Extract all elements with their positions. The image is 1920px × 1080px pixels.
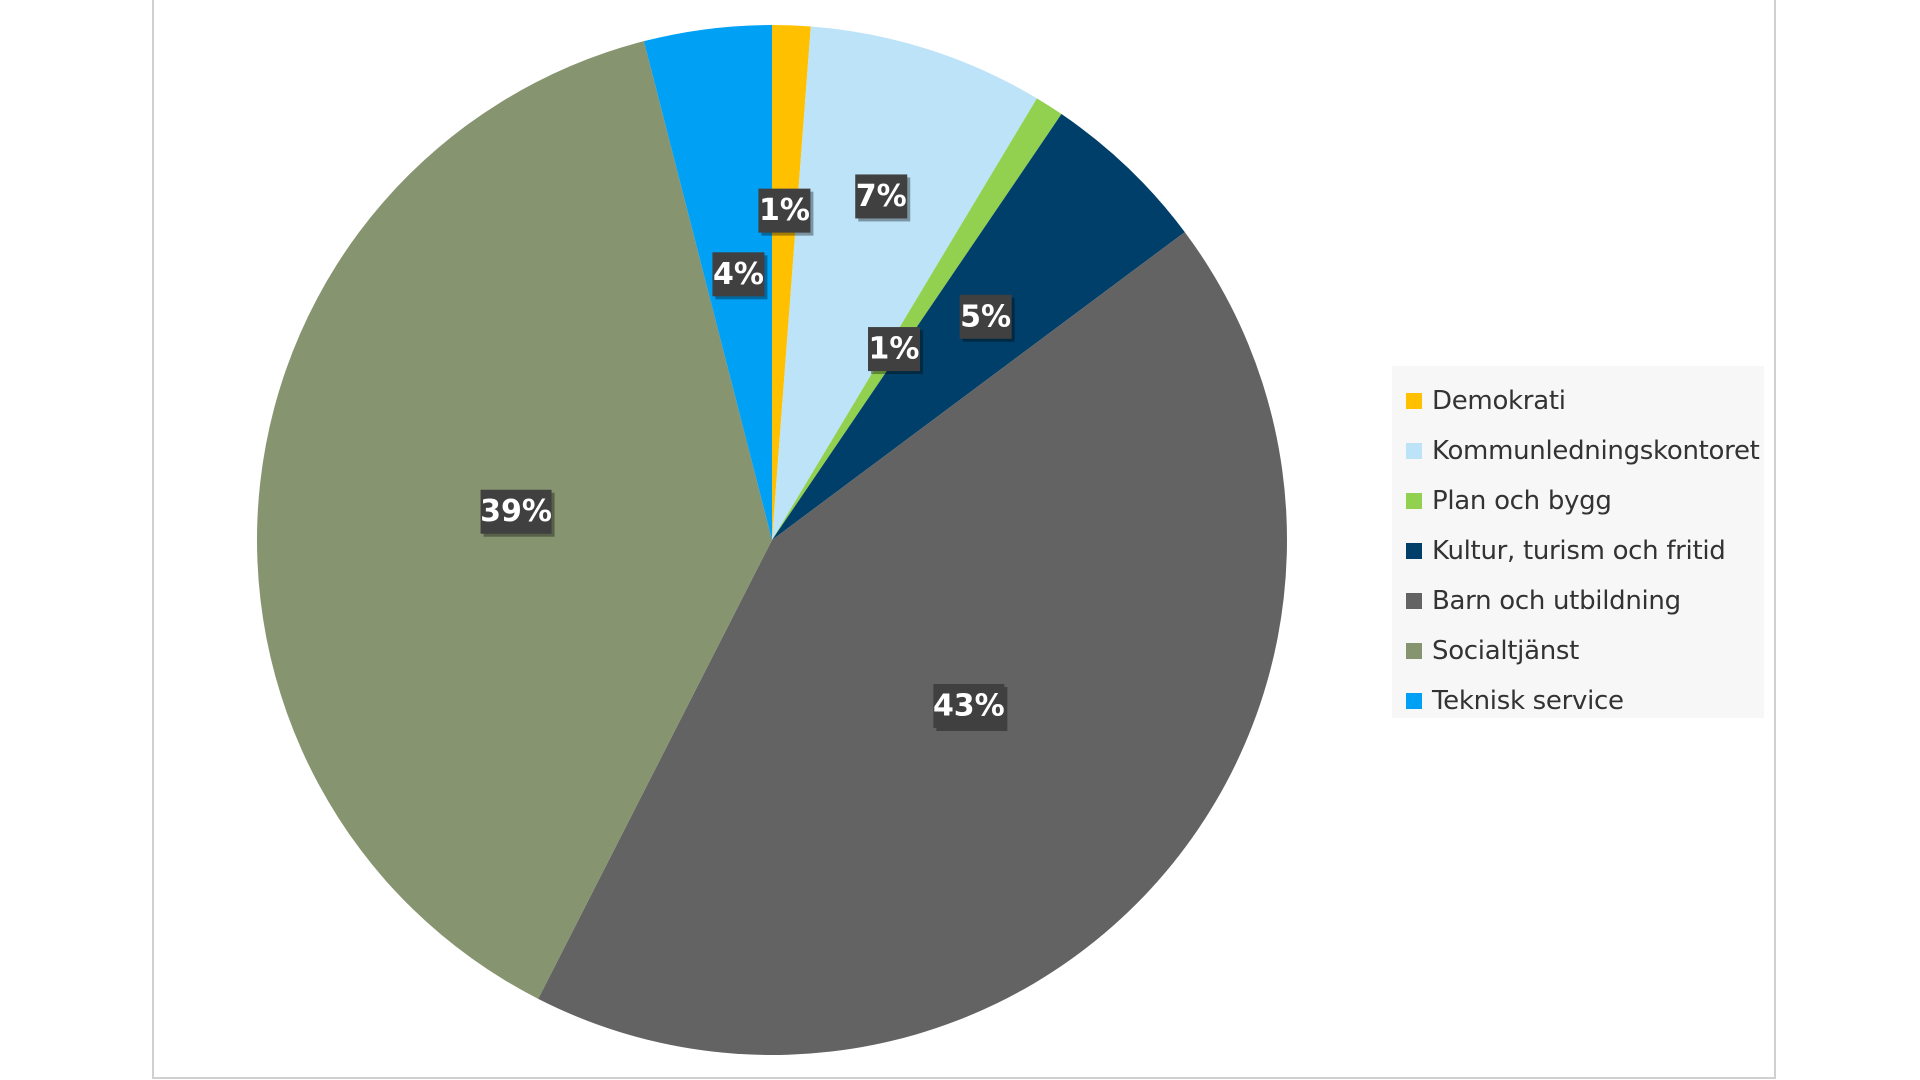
data-label-box xyxy=(712,252,765,297)
legend-label: Socialtjänst xyxy=(1432,636,1580,666)
data-label-text: 5% xyxy=(960,299,1011,334)
data-label-text: 39% xyxy=(480,494,552,529)
legend-label: Kultur, turism och fritid xyxy=(1432,536,1726,566)
pie-slice-demokrati xyxy=(772,25,811,540)
data-label-box xyxy=(959,294,1012,339)
data-label-text: 43% xyxy=(933,688,1005,723)
legend-swatch xyxy=(1406,593,1422,609)
data-label-box xyxy=(855,174,908,219)
data-label-text: 1% xyxy=(759,193,810,228)
pie-slice-teknisk-service xyxy=(643,25,772,540)
pie-slice-plan-och-bygg xyxy=(772,98,1062,540)
legend-label: Demokrati xyxy=(1432,386,1566,416)
legend-item: Plan och bygg xyxy=(1406,476,1764,526)
data-label-5: 39% xyxy=(480,489,555,537)
data-label-box xyxy=(868,327,921,372)
legend-item: Kommunledningskontoret xyxy=(1406,426,1764,476)
legend-swatch xyxy=(1406,543,1422,559)
data-label-1: 7% xyxy=(855,174,911,222)
data-label-2: 1% xyxy=(868,327,924,375)
data-label-text: 7% xyxy=(856,179,907,214)
data-label-text: 4% xyxy=(713,257,764,292)
legend-item: Socialtjänst xyxy=(1406,626,1764,676)
legend-swatch xyxy=(1406,643,1422,659)
data-label-text: 1% xyxy=(869,332,920,367)
data-label-3: 5% xyxy=(959,294,1015,342)
legend-swatch xyxy=(1406,693,1422,709)
legend-item: Teknisk service xyxy=(1406,676,1764,726)
legend-label: Plan och bygg xyxy=(1432,486,1612,516)
legend-label: Kommunledningskontoret xyxy=(1432,436,1760,466)
chart-legend: Demokrati Kommunledningskontoret Plan och … xyxy=(1392,366,1764,718)
legend-label: Barn och utbildning xyxy=(1432,586,1681,616)
data-label-4: 43% xyxy=(933,683,1008,731)
data-label-box xyxy=(933,683,1005,728)
data-label-6: 4% xyxy=(712,252,768,300)
legend-item: Kultur, turism och fritid xyxy=(1406,526,1764,576)
data-label-0: 1% xyxy=(758,188,814,236)
legend-swatch xyxy=(1406,443,1422,459)
legend-item: Barn och utbildning xyxy=(1406,576,1764,626)
data-label-box xyxy=(480,489,552,534)
legend-swatch xyxy=(1406,393,1422,409)
legend-swatch xyxy=(1406,493,1422,509)
pie-slice-kommunledningskontoret xyxy=(772,26,1037,540)
data-label-box xyxy=(758,188,811,233)
legend-label: Teknisk service xyxy=(1432,686,1624,716)
legend-item: Demokrati xyxy=(1406,376,1764,426)
pie-slice-barn-och-utbildning xyxy=(538,232,1288,1056)
